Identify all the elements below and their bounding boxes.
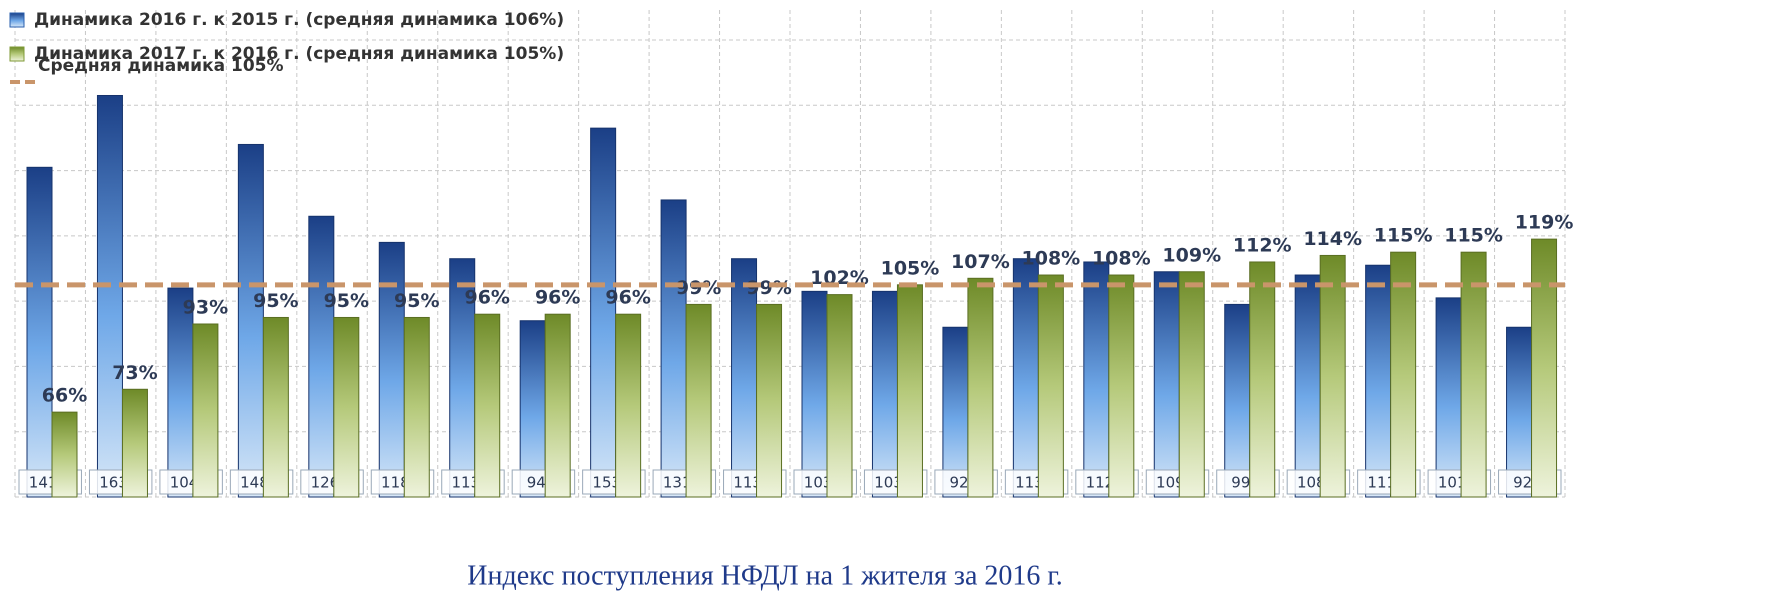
value-label: 95% bbox=[394, 290, 439, 312]
value-label: 109% bbox=[1162, 244, 1221, 266]
bar bbox=[1531, 238, 1558, 498]
value-label: 107% bbox=[951, 251, 1010, 273]
bar bbox=[519, 320, 546, 498]
bar bbox=[333, 316, 360, 498]
value-label: 96% bbox=[605, 287, 650, 309]
value-label: 96% bbox=[464, 287, 509, 309]
bar bbox=[731, 258, 758, 498]
bar bbox=[192, 323, 219, 498]
value-label: 108% bbox=[1022, 248, 1081, 270]
bar bbox=[449, 258, 476, 498]
bar bbox=[1178, 271, 1205, 498]
legend-label: Средняя динамика 105% bbox=[38, 56, 284, 76]
value-label: 73% bbox=[112, 362, 157, 384]
value-label: 115% bbox=[1444, 225, 1503, 247]
bar bbox=[237, 143, 264, 498]
bar bbox=[1108, 274, 1135, 498]
value-label: 114% bbox=[1303, 228, 1362, 250]
bar bbox=[1153, 271, 1180, 498]
bar bbox=[590, 127, 617, 498]
legend-swatch bbox=[9, 46, 25, 62]
value-label: 93% bbox=[183, 296, 228, 318]
chart-title: Индекс поступления НФДЛ на 1 жителя за 2… bbox=[467, 560, 1062, 591]
bar bbox=[1294, 274, 1321, 498]
bar bbox=[1083, 261, 1110, 498]
value-label: 115% bbox=[1374, 225, 1433, 247]
value-label: 105% bbox=[881, 257, 940, 279]
bar bbox=[871, 290, 898, 498]
bar bbox=[308, 215, 335, 498]
bar bbox=[1249, 261, 1276, 498]
bar bbox=[1460, 251, 1487, 498]
bar bbox=[615, 313, 642, 498]
value-label: 108% bbox=[1092, 248, 1151, 270]
bar bbox=[474, 313, 501, 498]
bar bbox=[167, 287, 194, 498]
bar bbox=[121, 388, 148, 498]
value-label: 119% bbox=[1515, 212, 1574, 234]
value-label: 99% bbox=[746, 277, 791, 299]
bar bbox=[896, 284, 923, 498]
legend-swatch bbox=[9, 12, 25, 28]
value-label: 66% bbox=[42, 385, 87, 407]
bar bbox=[801, 290, 828, 498]
bar bbox=[1435, 297, 1462, 498]
bar bbox=[826, 294, 853, 498]
bar bbox=[378, 241, 405, 498]
bar bbox=[1012, 258, 1039, 498]
bar bbox=[1390, 251, 1417, 498]
bar bbox=[756, 303, 783, 498]
bar bbox=[51, 411, 78, 498]
bar bbox=[403, 316, 430, 498]
bar bbox=[1037, 274, 1064, 498]
value-label: 95% bbox=[324, 290, 369, 312]
bar bbox=[967, 277, 994, 498]
bar bbox=[685, 303, 712, 498]
bar bbox=[1224, 303, 1251, 498]
bar bbox=[96, 94, 123, 498]
bar bbox=[942, 326, 969, 498]
value-label: 95% bbox=[253, 290, 298, 312]
value-label: 112% bbox=[1233, 234, 1292, 256]
value-label: 99% bbox=[676, 277, 721, 299]
bar bbox=[262, 316, 289, 498]
bar bbox=[1319, 254, 1346, 498]
value-label: 96% bbox=[535, 287, 580, 309]
bar bbox=[26, 166, 53, 498]
bar bbox=[660, 199, 687, 498]
bar bbox=[1365, 264, 1392, 498]
legend-label: Динамика 2016 г. к 2015 г. (средняя дина… bbox=[34, 10, 564, 30]
bar bbox=[544, 313, 571, 498]
legend-label: Динамика 2017 г. к 2016 г. (средняя дина… bbox=[34, 44, 564, 64]
